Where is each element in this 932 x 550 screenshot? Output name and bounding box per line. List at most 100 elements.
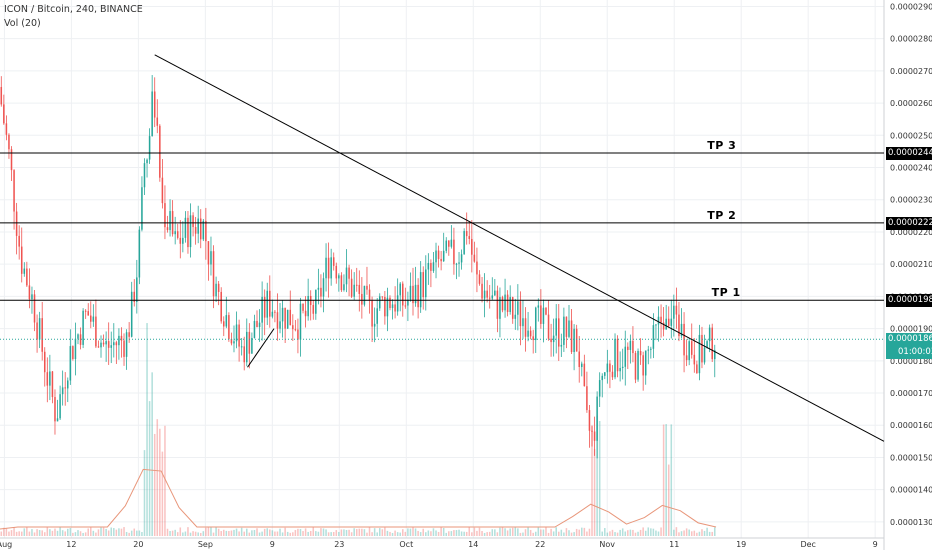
volume-bar: [460, 531, 463, 536]
candle-body: [527, 330, 529, 337]
candle-body: [348, 267, 350, 279]
volume-bar: [43, 532, 46, 536]
candle-body: [578, 351, 580, 367]
candle-body: [614, 338, 616, 378]
tp-level-label: TP 3: [707, 139, 737, 153]
candle-body: [87, 311, 89, 316]
candle-body: [358, 284, 361, 294]
volume-bar: [402, 529, 404, 536]
volume-bar: [713, 527, 716, 536]
candle-body: [491, 295, 494, 299]
candle-body: [322, 278, 325, 297]
volume-bar: [5, 528, 8, 536]
volume-bar: [123, 527, 125, 536]
candle-body: [92, 316, 95, 322]
candle-body: [243, 346, 245, 363]
candle-body: [33, 294, 36, 323]
volume-bar: [276, 531, 279, 536]
candle-body: [18, 235, 20, 247]
candle-body: [246, 331, 248, 363]
volume-bar: [473, 527, 476, 536]
candle-body: [476, 261, 478, 275]
candle-body: [711, 327, 713, 360]
candle-body: [297, 329, 299, 340]
candle-body: [159, 125, 161, 178]
candle-body: [514, 314, 517, 319]
volume-bar: [361, 528, 363, 536]
volume-bar: [8, 531, 10, 536]
volume-ma-line: [0, 468, 717, 530]
candle-body: [706, 341, 708, 348]
volume-bar: [478, 527, 481, 536]
x-tick-label: 14: [468, 540, 478, 549]
volume-bar: [486, 532, 488, 536]
volume-bar: [292, 532, 294, 536]
candle-body: [3, 104, 5, 124]
candle-body: [644, 350, 647, 376]
volume-bar: [128, 532, 130, 536]
candle-body: [652, 325, 655, 349]
volume-bar: [499, 527, 501, 536]
volume-bar: [138, 530, 141, 536]
candle-body: [545, 307, 547, 315]
volume-bar: [414, 528, 417, 536]
volume-bar: [550, 528, 552, 536]
volume-bar: [673, 529, 675, 536]
candle-body: [435, 250, 437, 263]
x-tick-label: Sep: [198, 540, 213, 549]
volume-bar: [31, 529, 33, 536]
candle-body: [192, 215, 194, 228]
candle-body: [373, 323, 376, 327]
volume-bar: [685, 528, 688, 536]
volume-bar: [557, 531, 560, 536]
candle-body: [338, 275, 340, 279]
candle-body: [335, 265, 338, 279]
volume-bar: [330, 532, 332, 536]
volume-bar: [534, 531, 537, 536]
volume-bar: [92, 530, 95, 536]
volume-bar: [151, 372, 153, 536]
volume-bar: [583, 527, 586, 536]
volume-bar: [435, 530, 437, 536]
candle-body: [212, 251, 215, 297]
candle-body: [54, 397, 56, 422]
volume-bar: [450, 531, 453, 536]
volume-bar: [169, 530, 171, 536]
candle-body: [394, 304, 396, 312]
volume-bar: [670, 424, 673, 536]
volume-bar: [647, 527, 650, 536]
volume-bar: [51, 530, 54, 536]
candle-body: [606, 363, 609, 373]
candle-body: [598, 380, 601, 397]
volume-bar: [156, 419, 159, 536]
volume-bar: [102, 527, 105, 536]
candle-body: [616, 338, 619, 372]
candle-body: [481, 283, 483, 299]
candle-body: [496, 290, 499, 319]
volume-bar: [56, 530, 59, 536]
candle-body: [501, 297, 504, 311]
volume-bar: [243, 531, 245, 536]
volume-bar: [440, 527, 442, 536]
candle-body: [427, 262, 430, 270]
tp-price-tag: 0.00002228: [886, 216, 932, 230]
candle-body: [289, 309, 292, 326]
candle-body: [627, 346, 629, 350]
candle-body: [494, 290, 496, 296]
candle-body: [320, 287, 322, 297]
volume-bar: [207, 527, 210, 536]
volume-bar: [509, 528, 511, 536]
candle-body: [708, 327, 711, 342]
volume-bar: [279, 528, 281, 536]
volume-bar: [286, 531, 289, 536]
volume-bar: [253, 530, 256, 536]
volume-bar: [642, 527, 644, 536]
candle-body: [632, 340, 634, 354]
candle-body: [519, 301, 522, 327]
volume-bar: [463, 531, 465, 536]
volume-bar: [299, 529, 302, 536]
